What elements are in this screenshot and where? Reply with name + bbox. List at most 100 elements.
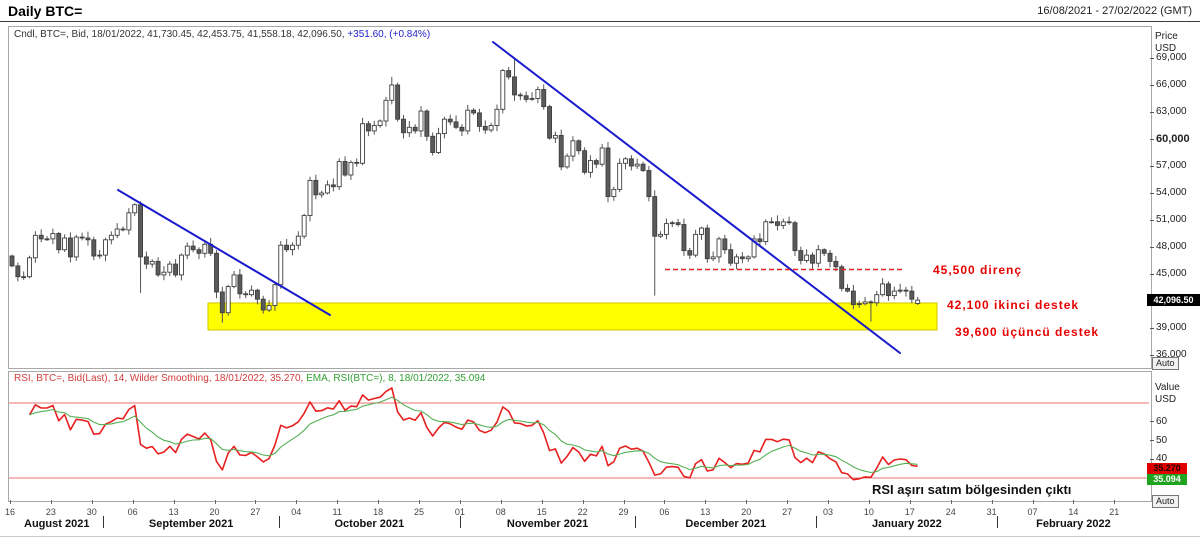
support3-label[interactable]: 39,600 üçüncü destek bbox=[955, 325, 1100, 339]
trendlines[interactable] bbox=[117, 41, 901, 354]
week-tick bbox=[173, 500, 175, 504]
day-label: 08 bbox=[495, 507, 506, 517]
week-tick bbox=[10, 500, 11, 504]
axis-bottom-rule bbox=[0, 536, 1200, 537]
month-label: February 2022 bbox=[1036, 518, 1111, 530]
price-tick bbox=[1150, 246, 1154, 248]
week-tick bbox=[50, 500, 52, 504]
day-label: 15 bbox=[536, 507, 547, 517]
price-legend-ohlc: Cndl, BTC=, Bid, 18/01/2022, 41,730.45, … bbox=[14, 29, 348, 40]
price-legend: Cndl, BTC=, Bid, 18/01/2022, 41,730.45, … bbox=[14, 29, 430, 40]
price-tick bbox=[1150, 84, 1154, 86]
rsi-axis-auto-button[interactable]: Auto bbox=[1152, 495, 1179, 508]
title-divider bbox=[0, 21, 1200, 22]
date-range-label: 16/08/2021 - 27/02/2022 (GMT) bbox=[1037, 5, 1192, 17]
day-label: 22 bbox=[577, 507, 588, 517]
price-tick bbox=[1150, 354, 1154, 356]
price-tick-label: 51,000 bbox=[1156, 214, 1187, 225]
day-label: 29 bbox=[618, 507, 629, 517]
day-label: 23 bbox=[45, 507, 56, 517]
rsi-axis-title: Value USD bbox=[1155, 382, 1180, 405]
price-tick-label: 36,000 bbox=[1156, 349, 1187, 360]
week-tick bbox=[909, 500, 911, 504]
support-zone[interactable] bbox=[207, 302, 938, 331]
month-separator bbox=[459, 516, 461, 528]
week-tick bbox=[746, 500, 748, 504]
day-label: 18 bbox=[373, 507, 384, 517]
rsi-level-lines bbox=[9, 402, 1149, 479]
month-separator bbox=[997, 516, 999, 528]
week-tick bbox=[787, 500, 789, 504]
day-label: 06 bbox=[127, 507, 138, 517]
week-tick bbox=[500, 500, 502, 504]
day-label: 03 bbox=[823, 507, 834, 517]
price-tick bbox=[1150, 138, 1154, 140]
rsi-tick-label: 40 bbox=[1156, 453, 1168, 465]
day-label: 27 bbox=[782, 507, 793, 517]
week-tick bbox=[255, 500, 257, 504]
day-label: 30 bbox=[86, 507, 97, 517]
month-separator bbox=[103, 516, 105, 528]
price-tick bbox=[1150, 327, 1154, 329]
price-tick-label: 54,000 bbox=[1156, 187, 1187, 198]
week-tick bbox=[459, 500, 461, 504]
ema-value-marker: 35.094 bbox=[1147, 474, 1187, 485]
rsi-legend: RSI, BTC=, Bid(Last), 14, Wilder Smoothi… bbox=[14, 373, 485, 384]
resistance-label[interactable]: 45,500 direnç bbox=[933, 262, 1023, 277]
rsi-line bbox=[28, 387, 918, 481]
week-tick bbox=[868, 500, 870, 504]
day-label: 31 bbox=[986, 507, 997, 517]
rsi-legend-ema: EMA, RSI(BTC=), 8, 18/01/2022, 35.094 bbox=[306, 373, 486, 384]
month-separator bbox=[635, 516, 637, 528]
day-label: 01 bbox=[454, 507, 465, 517]
day-label: 20 bbox=[209, 507, 220, 517]
week-tick bbox=[991, 500, 993, 504]
month-separator bbox=[278, 516, 280, 528]
price-tick bbox=[1150, 192, 1154, 194]
rsi-legend-rsi: RSI, BTC=, Bid(Last), 14, Wilder Smoothi… bbox=[14, 373, 307, 384]
day-label: 24 bbox=[945, 507, 956, 517]
rsi-pane[interactable] bbox=[8, 371, 1152, 502]
day-label: 07 bbox=[1027, 507, 1038, 517]
month-label: August 2021 bbox=[24, 518, 90, 530]
day-label: 14 bbox=[1068, 507, 1079, 517]
week-tick bbox=[541, 500, 543, 504]
week-tick bbox=[664, 500, 666, 504]
month-label: January 2022 bbox=[872, 518, 942, 530]
price-tick bbox=[1150, 273, 1154, 275]
rsi-tick bbox=[1150, 421, 1154, 423]
week-tick bbox=[623, 500, 625, 504]
week-tick bbox=[378, 500, 380, 504]
week-tick bbox=[582, 500, 584, 504]
week-tick bbox=[419, 500, 420, 504]
rsi-tick-label: 60 bbox=[1156, 415, 1168, 427]
price-pane[interactable] bbox=[8, 26, 1152, 369]
week-tick bbox=[1114, 500, 1116, 504]
week-tick bbox=[1073, 500, 1075, 504]
rsi-tick-label: 50 bbox=[1156, 434, 1168, 446]
week-tick bbox=[91, 500, 93, 504]
month-separator bbox=[816, 516, 818, 528]
day-label: 13 bbox=[700, 507, 711, 517]
price-tick-label: 66,000 bbox=[1156, 79, 1187, 90]
price-tick-label: 57,000 bbox=[1156, 160, 1187, 171]
day-label: 20 bbox=[741, 507, 752, 517]
price-axis-title: Price USD bbox=[1155, 31, 1178, 54]
week-tick bbox=[214, 500, 216, 504]
day-label: 04 bbox=[291, 507, 302, 517]
rsi-ema-line bbox=[29, 396, 918, 474]
week-tick bbox=[705, 500, 707, 504]
rsi-oversold-note[interactable]: RSI aşırı satım bölgesinden çıktı bbox=[872, 482, 1072, 497]
day-label: 27 bbox=[250, 507, 261, 517]
support2-label[interactable]: 42,100 ikinci destek bbox=[947, 298, 1080, 312]
month-label: October 2021 bbox=[334, 518, 405, 530]
price-axis-auto-button[interactable]: Auto bbox=[1152, 357, 1179, 370]
week-tick bbox=[132, 500, 134, 504]
week-tick bbox=[1032, 500, 1034, 504]
day-label: 13 bbox=[168, 507, 179, 517]
day-label: 11 bbox=[332, 507, 342, 517]
price-tick-label: 45,000 bbox=[1156, 268, 1187, 279]
last-price-marker: 42,096.50 bbox=[1147, 294, 1200, 306]
rsi-value-marker: 35.270 bbox=[1147, 463, 1187, 474]
